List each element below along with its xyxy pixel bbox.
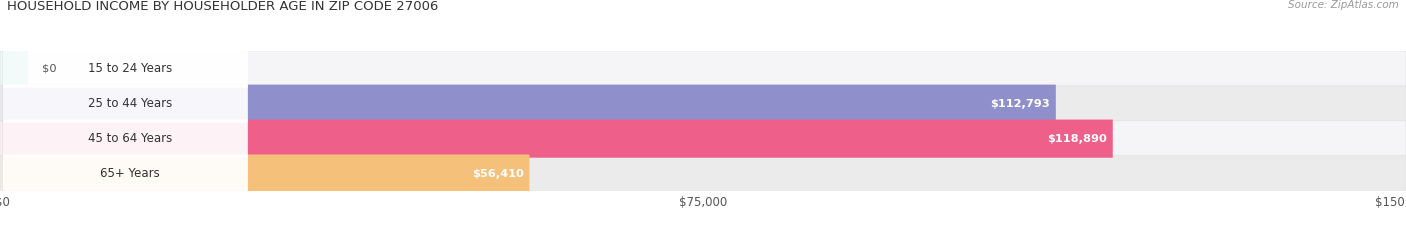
Text: 45 to 64 Years: 45 to 64 Years xyxy=(89,132,173,145)
Text: $118,890: $118,890 xyxy=(1047,134,1107,144)
FancyBboxPatch shape xyxy=(3,50,247,88)
FancyBboxPatch shape xyxy=(3,120,247,158)
FancyBboxPatch shape xyxy=(0,51,1406,87)
FancyBboxPatch shape xyxy=(3,120,1112,158)
Text: 65+ Years: 65+ Years xyxy=(100,167,160,180)
FancyBboxPatch shape xyxy=(3,85,247,123)
Text: 25 to 44 Years: 25 to 44 Years xyxy=(89,97,173,110)
FancyBboxPatch shape xyxy=(0,121,1406,157)
FancyBboxPatch shape xyxy=(0,156,1406,192)
Text: Source: ZipAtlas.com: Source: ZipAtlas.com xyxy=(1288,0,1399,10)
Text: $0: $0 xyxy=(42,64,56,74)
Text: $112,793: $112,793 xyxy=(990,99,1050,109)
FancyBboxPatch shape xyxy=(3,50,28,88)
FancyBboxPatch shape xyxy=(3,154,247,193)
FancyBboxPatch shape xyxy=(3,85,1056,123)
FancyBboxPatch shape xyxy=(0,86,1406,122)
Text: 15 to 24 Years: 15 to 24 Years xyxy=(89,62,173,75)
Text: $56,410: $56,410 xyxy=(472,169,524,178)
FancyBboxPatch shape xyxy=(3,154,530,193)
Text: HOUSEHOLD INCOME BY HOUSEHOLDER AGE IN ZIP CODE 27006: HOUSEHOLD INCOME BY HOUSEHOLDER AGE IN Z… xyxy=(7,0,439,13)
